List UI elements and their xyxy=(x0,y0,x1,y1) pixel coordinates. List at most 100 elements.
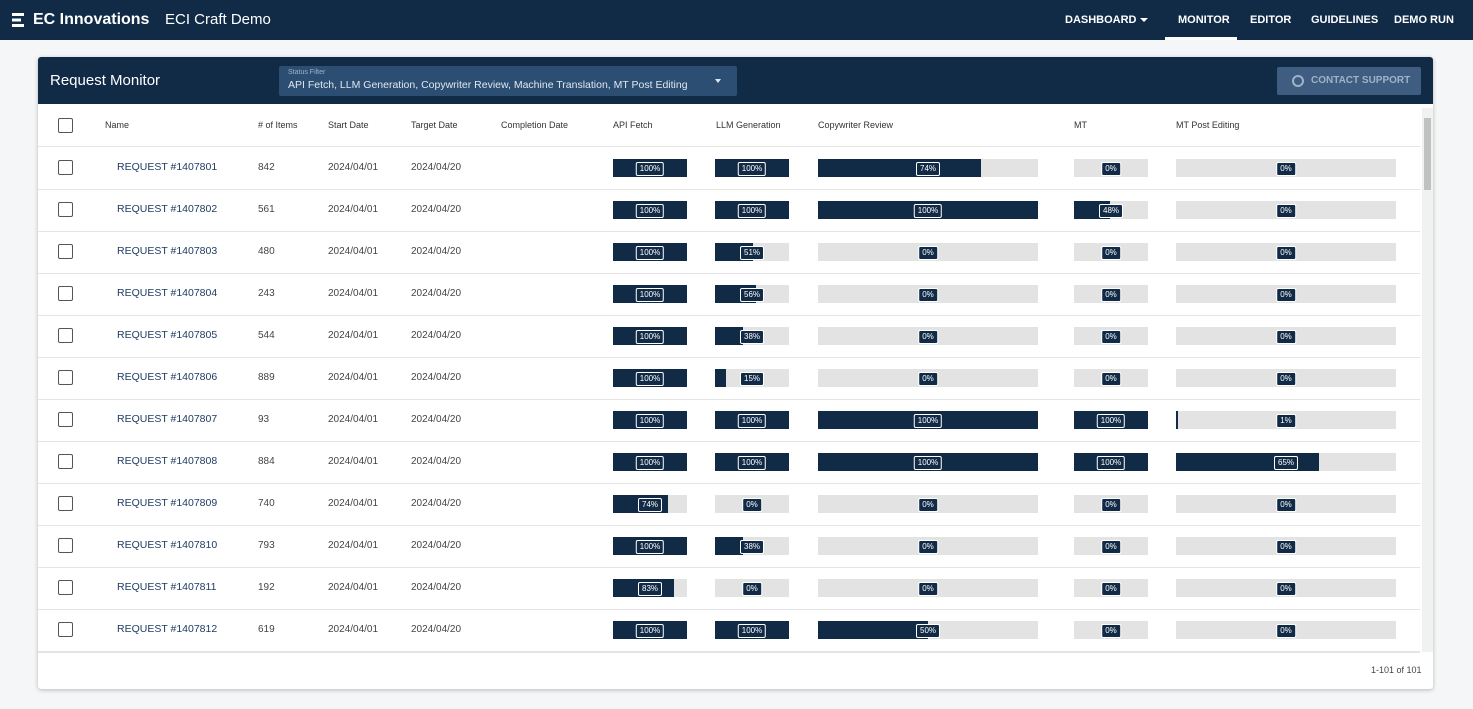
item-count: 842 xyxy=(258,162,275,173)
nav-link[interactable]: DASHBOARD xyxy=(1065,14,1137,26)
progress-label: 100% xyxy=(635,162,665,176)
progress-track: 0% xyxy=(818,285,1038,303)
nav-link[interactable]: GUIDELINES xyxy=(1311,14,1379,26)
progress-track: 100% xyxy=(715,621,789,639)
status-filter[interactable]: Status Filter API Fetch, LLM Generation,… xyxy=(279,66,737,96)
progress-label: 100% xyxy=(913,414,943,428)
request-link[interactable]: REQUEST #1407807 xyxy=(117,413,218,425)
checkbox[interactable] xyxy=(58,496,73,511)
item-count: 192 xyxy=(258,582,275,593)
progress-track: 74% xyxy=(613,495,687,513)
checkbox[interactable] xyxy=(58,370,73,385)
checkbox[interactable] xyxy=(58,244,73,259)
target-date: 2024/04/20 xyxy=(411,372,462,383)
progress-track: 0% xyxy=(1074,579,1148,597)
request-link[interactable]: REQUEST #1407812 xyxy=(117,623,218,635)
progress-fill xyxy=(715,537,744,555)
checkbox[interactable] xyxy=(58,160,73,175)
progress-track: 83% xyxy=(613,579,687,597)
column-header[interactable]: # of Items xyxy=(258,120,298,130)
divider xyxy=(38,567,1420,568)
contact-button[interactable]: CONTACT SUPPORT xyxy=(1277,67,1421,95)
progress-label: 0% xyxy=(1276,288,1296,302)
progress-label: 0% xyxy=(918,498,938,512)
target-date: 2024/04/20 xyxy=(411,204,462,215)
support-icon xyxy=(1292,75,1304,87)
request-link[interactable]: REQUEST #1407802 xyxy=(117,203,218,215)
start-date: 2024/04/01 xyxy=(328,540,379,551)
start-date: 2024/04/01 xyxy=(328,204,379,215)
checkbox[interactable] xyxy=(58,412,73,427)
checkbox[interactable] xyxy=(58,454,73,469)
progress-label: 0% xyxy=(918,330,938,344)
progress-fill xyxy=(715,327,744,345)
divider xyxy=(38,652,1420,653)
checkbox[interactable] xyxy=(58,622,73,637)
progress-label: 48% xyxy=(1098,204,1124,218)
progress-track: 100% xyxy=(818,453,1038,471)
progress-track: 1% xyxy=(1176,411,1396,429)
checkbox[interactable] xyxy=(58,286,73,301)
checkbox[interactable] xyxy=(58,328,73,343)
column-header[interactable]: MT Post Editing xyxy=(1176,120,1240,130)
brand[interactable]: EC Innovations xyxy=(33,11,150,28)
request-link[interactable]: REQUEST #1407803 xyxy=(117,245,218,257)
divider xyxy=(38,441,1420,442)
column-header[interactable]: MT xyxy=(1074,120,1087,130)
progress-track: 0% xyxy=(1176,537,1396,555)
scroll-thumb[interactable] xyxy=(1424,118,1431,190)
column-header[interactable]: API Fetch xyxy=(613,120,653,130)
checkbox[interactable] xyxy=(58,580,73,595)
item-count: 793 xyxy=(258,540,275,551)
checkbox[interactable] xyxy=(58,202,73,217)
request-link[interactable]: REQUEST #1407809 xyxy=(117,497,218,509)
progress-label: 0% xyxy=(1101,498,1121,512)
column-header[interactable]: Target Date xyxy=(411,120,458,130)
start-date: 2024/04/01 xyxy=(328,288,379,299)
start-date: 2024/04/01 xyxy=(328,372,379,383)
top-nav: EC Innovations ECI Craft Demo DASHBOARD … xyxy=(0,0,1473,40)
request-link[interactable]: REQUEST #1407806 xyxy=(117,371,218,383)
progress-track: 0% xyxy=(818,327,1038,345)
divider xyxy=(38,483,1420,484)
checkbox[interactable] xyxy=(58,538,73,553)
request-link[interactable]: REQUEST #1407804 xyxy=(117,287,218,299)
column-header[interactable]: Completion Date xyxy=(501,120,569,130)
nav-link[interactable]: MONITOR xyxy=(1178,14,1230,26)
request-link[interactable]: REQUEST #1407810 xyxy=(117,539,218,551)
request-link[interactable]: REQUEST #1407801 xyxy=(117,161,218,173)
column-header[interactable]: Name xyxy=(105,120,130,130)
progress-track: 0% xyxy=(1074,369,1148,387)
progress-track: 100% xyxy=(613,621,687,639)
request-link[interactable]: REQUEST #1407811 xyxy=(117,581,217,593)
scrollbar[interactable] xyxy=(1422,108,1433,652)
nav-link[interactable]: EDITOR xyxy=(1250,14,1292,26)
progress-label: 74% xyxy=(915,162,941,176)
item-count: 740 xyxy=(258,498,275,509)
request-link[interactable]: REQUEST #1407808 xyxy=(117,455,218,467)
target-date: 2024/04/20 xyxy=(411,498,462,509)
progress-track: 100% xyxy=(1074,411,1148,429)
nav-link[interactable]: DEMO RUN xyxy=(1394,14,1454,26)
checkbox[interactable] xyxy=(58,118,73,133)
progress-fill xyxy=(715,369,727,387)
progress-label: 100% xyxy=(737,414,767,428)
progress-label: 0% xyxy=(918,246,938,260)
progress-label: 0% xyxy=(1101,624,1121,638)
progress-track: 0% xyxy=(1176,369,1396,387)
target-date: 2024/04/20 xyxy=(411,330,462,341)
progress-label: 0% xyxy=(1101,246,1121,260)
progress-track: 100% xyxy=(715,411,789,429)
target-date: 2024/04/20 xyxy=(411,582,462,593)
progress-label: 100% xyxy=(913,204,943,218)
progress-track: 100% xyxy=(613,537,687,555)
progress-track: 0% xyxy=(715,579,789,597)
column-header[interactable]: LLM Generation xyxy=(716,120,781,130)
column-header[interactable]: Copywriter Review xyxy=(818,120,894,130)
column-header[interactable]: Start Date xyxy=(328,120,369,130)
item-count: 889 xyxy=(258,372,275,383)
request-link[interactable]: REQUEST #1407805 xyxy=(117,329,218,341)
progress-label: 0% xyxy=(1276,498,1296,512)
progress-label: 0% xyxy=(1101,540,1121,554)
